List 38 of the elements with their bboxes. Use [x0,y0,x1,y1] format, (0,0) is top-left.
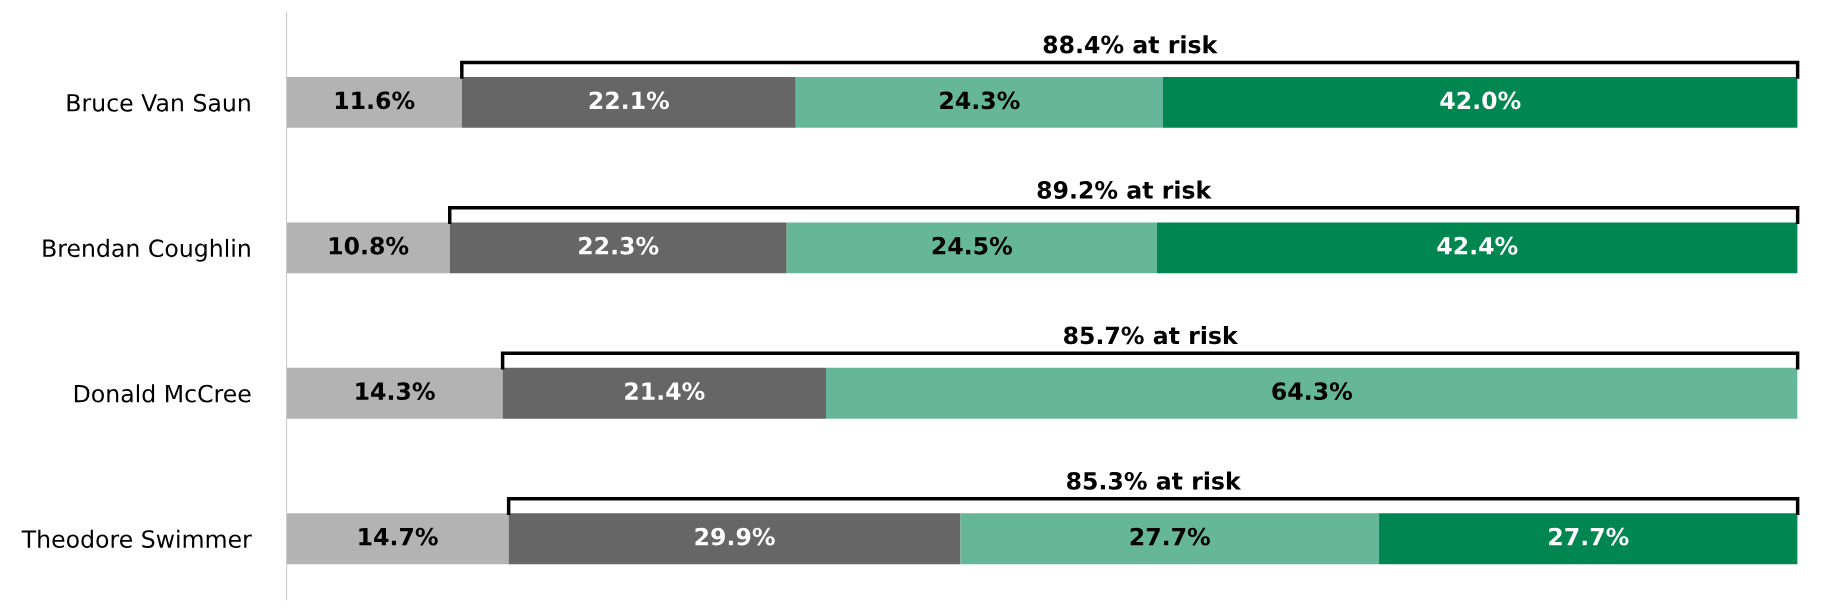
data-label: 22.1% [589,91,669,110]
data-label: 24.3% [940,91,1020,110]
data-label: 24.5% [932,236,1013,255]
bar [461,76,796,128]
annotation: 88.4% at risk [1043,35,1218,54]
data-label: 14.7% [359,527,438,546]
y-tick-label: Theodore Swimmer [21,529,252,548]
data-label: 42.4% [1437,236,1518,255]
bar [286,367,503,419]
bar [825,367,1798,419]
data-label: 64.3% [1272,382,1353,401]
annotation: 89.2% at risk [1037,180,1212,199]
bar [286,76,462,128]
data-label: 10.8% [329,236,409,255]
annotation: 85.7% at risk [1064,326,1239,345]
bar [1379,513,1798,565]
bar [286,222,450,274]
bar [795,76,1163,128]
data-label: 22.3% [579,236,659,255]
bar [1162,76,1798,128]
bar [449,222,787,274]
bar [286,513,509,565]
bar [786,222,1157,274]
bar [960,513,1380,565]
bar [502,367,826,419]
data-label: 42.0% [1440,91,1521,110]
bar [1156,222,1798,274]
annotation: 85.3% at risk [1067,471,1242,490]
y-tick-label: Bruce Van Saun [67,93,250,112]
data-label: 11.6% [335,91,415,110]
y-tick-label: Brendan Coughlin [43,238,250,262]
data-label: 27.7% [1130,527,1210,546]
data-label: 14.3% [356,382,435,401]
data-label: 27.7% [1549,527,1629,546]
data-label: 21.4% [625,382,705,401]
y-tick-label: Donald McCree [74,384,251,403]
data-label: 29.9% [695,527,775,546]
bar [508,513,961,565]
